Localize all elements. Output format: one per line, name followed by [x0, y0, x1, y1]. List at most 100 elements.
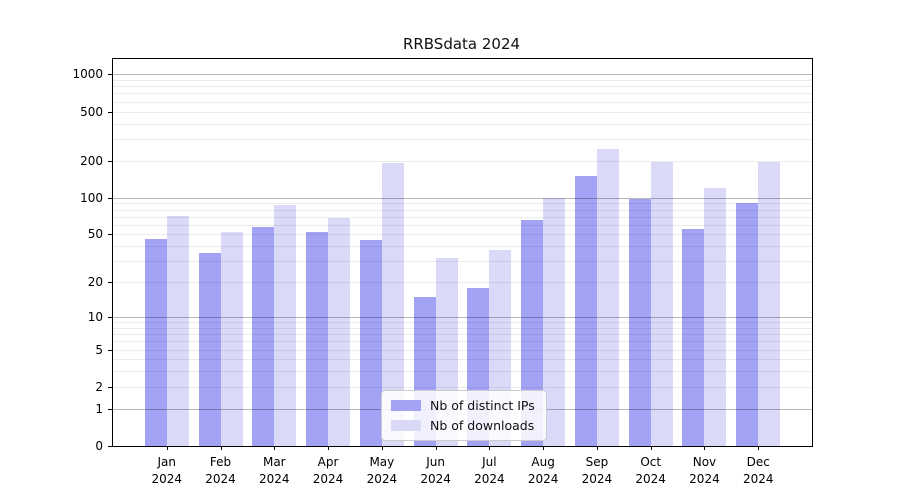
gridline-minor — [113, 101, 812, 103]
x-tick-year: 2024 — [689, 472, 720, 486]
x-tick-label: Nov 2024 — [674, 454, 734, 488]
x-tick-month: Aug — [531, 455, 555, 469]
legend-label: Nb of distinct IPs — [430, 398, 535, 413]
legend-swatch — [391, 420, 421, 431]
x-tick-month: Nov — [692, 455, 717, 469]
gridline-minor — [113, 138, 812, 140]
legend: Nb of distinct IPs Nb of downloads — [381, 390, 547, 441]
y-axis-tick — [108, 317, 113, 318]
gridline-minor — [113, 203, 812, 205]
x-axis-tick — [220, 446, 222, 450]
bar-nb-of-distinct-ips-mar — [252, 226, 275, 446]
x-tick-year: 2024 — [205, 472, 236, 486]
gridline-major — [113, 317, 812, 318]
x-tick-year: 2024 — [474, 472, 505, 486]
x-tick-month: May — [369, 455, 395, 469]
x-axis-tick — [704, 446, 706, 450]
bar-nb-of-distinct-ips-sep — [574, 176, 597, 446]
gridline-minor — [113, 341, 812, 343]
x-tick-label: Aug 2024 — [513, 454, 573, 488]
y-tick-label: 0 — [95, 439, 103, 453]
y-tick-label: 100 — [80, 190, 103, 205]
x-tick-year: 2024 — [581, 472, 613, 486]
y-axis-tick — [108, 160, 113, 162]
x-tick-year: 2024 — [366, 472, 398, 486]
gridline-minor — [113, 209, 812, 211]
x-axis-tick — [758, 446, 760, 450]
x-axis-tick — [650, 446, 652, 450]
x-tick-month: Sep — [585, 455, 609, 469]
gridline-minor — [113, 386, 812, 388]
gridline-minor — [113, 234, 812, 236]
x-tick-label: Jun 2024 — [406, 454, 466, 488]
y-tick-label: 1 — [95, 401, 103, 416]
bar-nb-of-downloads-nov — [704, 188, 727, 446]
y-tick-label: 20 — [87, 275, 103, 290]
gridline-minor — [113, 79, 812, 81]
x-tick-month: Apr — [317, 455, 339, 469]
bar-nb-of-distinct-ips-apr — [306, 232, 329, 446]
x-axis-tick — [166, 446, 168, 450]
bar-nb-of-downloads-aug — [543, 198, 566, 446]
gridline-minor — [113, 371, 812, 373]
bar-nb-of-distinct-ips-nov — [682, 228, 705, 446]
gridline-major — [113, 197, 812, 199]
plot-area: 0 1 2 5 10 20 50 100 200 500 1000 Jan 2024 Feb 2024 Mar… — [72, 58, 813, 486]
x-axis-tick — [489, 446, 491, 450]
bar-nb-of-distinct-ips-may — [359, 240, 382, 446]
x-tick-label: Jan 2024 — [137, 454, 197, 488]
y-axis-tick — [108, 234, 113, 236]
x-tick-year: 2024 — [259, 472, 290, 486]
gridline-minor — [113, 111, 812, 113]
x-tick-year: 2024 — [151, 472, 183, 486]
y-tick-label: 500 — [80, 104, 103, 119]
x-tick-label: Apr 2024 — [298, 454, 358, 488]
y-axis-tick — [108, 408, 113, 410]
gridline-minor — [113, 216, 812, 218]
gridline-minor — [113, 160, 812, 162]
legend-label: Nb of downloads — [430, 418, 535, 433]
x-tick-year: 2024 — [420, 472, 451, 486]
bar-nb-of-distinct-ips-jan — [144, 238, 167, 446]
x-tick-label: Jul 2024 — [459, 454, 519, 488]
legend-item: Nb of distinct IPs — [391, 398, 535, 413]
y-axis-tick — [108, 282, 113, 284]
y-axis-tick — [108, 197, 113, 199]
y-axis-tick — [108, 386, 113, 388]
bar-nb-of-downloads-sep — [596, 148, 619, 446]
x-axis-tick — [274, 446, 276, 450]
bar-nb-of-downloads-may — [381, 163, 404, 446]
gridline-minor — [113, 246, 812, 248]
bar-nb-of-distinct-ips-oct — [628, 199, 651, 446]
gridline-minor — [113, 86, 812, 88]
gridline-minor — [113, 359, 812, 361]
x-axis-tick — [543, 446, 545, 450]
y-axis-tick — [108, 74, 113, 76]
gridline-minor — [113, 261, 812, 263]
x-axis-tick — [328, 446, 330, 450]
gridline-minor — [113, 349, 812, 351]
gridline-minor — [113, 322, 812, 324]
bar-nb-of-distinct-ips-aug — [521, 219, 544, 446]
y-tick-label: 1000 — [72, 67, 103, 82]
y-axis-tick — [108, 446, 113, 447]
gridline-minor — [113, 334, 812, 336]
y-tick-label: 50 — [87, 227, 103, 242]
y-axis-tick — [108, 349, 113, 351]
bar-nb-of-downloads-oct — [650, 162, 673, 446]
gridline-minor — [113, 93, 812, 95]
x-axis-tick — [596, 446, 598, 450]
x-tick-label: Mar 2024 — [244, 454, 304, 488]
gridline-major — [113, 74, 812, 76]
y-tick-label: 200 — [80, 153, 103, 168]
y-axis-tick — [108, 111, 113, 113]
bar-nb-of-downloads-dec — [758, 162, 781, 446]
x-tick-month: Oct — [640, 455, 662, 469]
x-tick-label: May 2024 — [352, 454, 412, 488]
x-tick-month: Feb — [209, 455, 232, 469]
bar-nb-of-downloads-apr — [328, 218, 351, 446]
x-tick-label: Oct 2024 — [621, 454, 681, 488]
bar-nb-of-downloads-feb — [220, 232, 243, 446]
x-axis-tick — [435, 446, 437, 450]
x-tick-year: 2024 — [312, 472, 344, 486]
